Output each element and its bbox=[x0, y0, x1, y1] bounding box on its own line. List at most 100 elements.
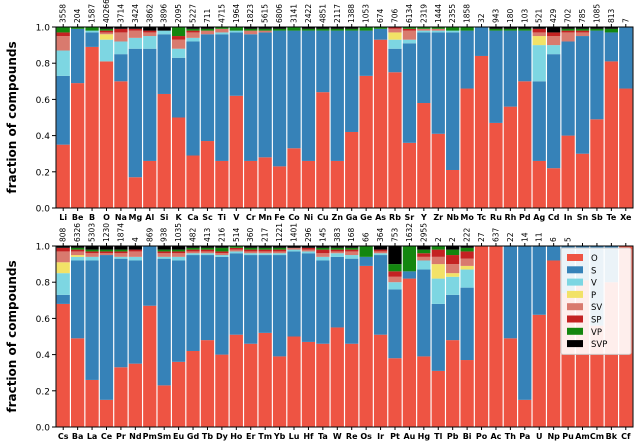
bar-segment-W-S bbox=[330, 256, 344, 328]
bar-segment-Ce-SV bbox=[99, 253, 114, 256]
bar-segment-Ce-SVP bbox=[99, 246, 114, 250]
bar-segment-Cs-SP bbox=[56, 247, 70, 252]
count-label-Ac: 637 bbox=[491, 227, 500, 242]
x-tick-label-Cu: Cu bbox=[317, 213, 329, 222]
bar-segment-Ce-VP bbox=[99, 249, 114, 252]
bar-segment-Ir-O bbox=[373, 334, 388, 427]
count-label-Sc: 711 bbox=[203, 8, 212, 23]
bar-segment-La-SP bbox=[85, 251, 99, 254]
bar-segment-O-VP bbox=[99, 28, 114, 31]
bar-segment-Yb-SVP bbox=[272, 246, 287, 248]
x-tick-label-Tl: Tl bbox=[434, 432, 442, 441]
count-label-Pb: 2 bbox=[448, 237, 457, 242]
count-label-O: 40266 bbox=[102, 0, 111, 23]
bar-segment-Ho-O bbox=[229, 334, 243, 427]
bar-segment-In-O bbox=[561, 135, 575, 208]
bar-segment-Na-S bbox=[114, 54, 128, 82]
bar-segment-Er-SV bbox=[244, 251, 258, 254]
bar-segment-Cs-SVP bbox=[56, 246, 70, 248]
bar-segment-Dy-S bbox=[215, 256, 229, 355]
bar-segment-Nb-VP bbox=[446, 27, 460, 31]
bar-segment-Pm-S bbox=[143, 246, 157, 306]
bar-segment-Sm-VP bbox=[157, 249, 171, 252]
x-tick-label-Tb: Tb bbox=[202, 432, 213, 441]
x-tick-label-Np: Np bbox=[547, 432, 560, 441]
bar-segment-Ce-S bbox=[99, 255, 114, 400]
bar-segment-Sr-SP bbox=[402, 28, 417, 31]
count-label-Zr: 1444 bbox=[434, 4, 443, 23]
x-tick-label-Hf: Hf bbox=[303, 432, 314, 441]
y-tick-label: 0.0 bbox=[36, 205, 51, 215]
bar-segment-Cu-O bbox=[316, 92, 330, 208]
legend-label-SV: SV bbox=[591, 303, 602, 313]
count-label-Nd: 4 bbox=[131, 237, 140, 242]
bar-segment-Nb-O bbox=[446, 169, 460, 208]
bar-segment-Ho-V bbox=[229, 251, 243, 254]
bar-segment-Ca-SV bbox=[186, 32, 200, 38]
bar-segment-Tb-SP bbox=[200, 249, 215, 252]
bar-segment-K-VP bbox=[171, 27, 186, 37]
bar-segment-Tm-SP bbox=[258, 249, 272, 252]
bar-segment-Ti-SV bbox=[215, 28, 229, 33]
x-tick-label-W: W bbox=[333, 432, 342, 441]
bar-segment-Ta-O bbox=[316, 343, 330, 427]
bar-segment-Cr-O bbox=[244, 160, 258, 208]
bar-segment-Sc-S bbox=[200, 34, 215, 142]
bar-segment-Cu-SVP bbox=[316, 27, 330, 29]
bar-segment-Bi-V bbox=[460, 269, 474, 288]
bar-segment-Mg-SP bbox=[128, 28, 142, 31]
x-tick-label-La: La bbox=[87, 432, 98, 441]
legend-label-VP: VP bbox=[591, 328, 602, 338]
bar-segment-Mn-S bbox=[258, 32, 272, 158]
bar-segment-Al-V bbox=[143, 36, 157, 49]
bar-segment-Sc-SV bbox=[200, 30, 215, 35]
bar-segment-Hf-SV bbox=[301, 249, 316, 252]
bar-segment-Ca-V bbox=[186, 37, 200, 42]
bar-segment-Po-O bbox=[474, 246, 489, 427]
bar-segment-K-SV bbox=[171, 39, 186, 49]
bar-segment-Eu-V bbox=[171, 256, 186, 261]
x-tick-label-B: B bbox=[89, 213, 95, 222]
bar-segment-Pb-O bbox=[446, 340, 460, 427]
count-label-La: 5303 bbox=[88, 223, 97, 242]
bar-segment-Pr-S bbox=[114, 258, 128, 368]
count-label-Ir: 364 bbox=[376, 227, 385, 242]
bar-segment-Cd-SVP bbox=[547, 27, 561, 33]
x-tick-label-U: U bbox=[536, 432, 543, 441]
bar-segment-Fe-VP bbox=[272, 28, 287, 31]
bar-segment-Tb-VP bbox=[200, 247, 215, 250]
x-tick-label-Si: Si bbox=[160, 213, 169, 222]
bar-segment-As-VP bbox=[373, 27, 388, 29]
bar-segment-Al-SVP bbox=[143, 27, 157, 31]
bar-segment-Np-S bbox=[547, 246, 561, 261]
bar-segment-Ti-O bbox=[215, 160, 229, 208]
bar-segment-Cd-SV bbox=[547, 36, 561, 46]
bar-segment-Mn-O bbox=[258, 157, 272, 208]
bar-segment-Mo-O bbox=[460, 88, 474, 208]
bar-segment-Nd-V bbox=[128, 256, 142, 261]
y-tick-label: 0.0 bbox=[36, 424, 51, 434]
x-tick-label-Be: Be bbox=[72, 213, 84, 222]
x-tick-label-Na: Na bbox=[115, 213, 127, 222]
bar-segment-Yb-VP bbox=[272, 247, 287, 250]
x-tick-label-Ge: Ge bbox=[360, 213, 373, 222]
bar-segment-Zr-VP bbox=[431, 27, 445, 29]
bar-segment-Sc-VP bbox=[200, 28, 215, 31]
bar-segment-In-SP bbox=[561, 30, 575, 33]
bar-segment-La-O bbox=[85, 379, 99, 427]
bar-segment-Cu-S bbox=[316, 30, 330, 93]
top-panel: 0.0 0.2 0.4 0.6 0.8 1.0 fraction of compounds L… bbox=[5, 0, 634, 222]
bar-segment-Tb-SV bbox=[200, 251, 215, 254]
x-tick-label-Te: Te bbox=[606, 213, 616, 222]
bar-segment-Rh-VP bbox=[503, 28, 518, 31]
bar-segment-Pr-VP bbox=[114, 249, 128, 252]
x-tick-label-Gd: Gd bbox=[187, 432, 200, 441]
bar-segment-Bi-SP bbox=[460, 251, 474, 259]
bar-segment-Li-SP bbox=[56, 32, 70, 37]
legend-swatch-VP bbox=[567, 327, 583, 335]
bar-segment-Ta-VP bbox=[316, 247, 330, 250]
bar-segment-Bi-SV bbox=[460, 258, 474, 266]
count-label-Tc: 32 bbox=[477, 13, 486, 23]
bar-segment-Cd-SP bbox=[547, 32, 561, 37]
